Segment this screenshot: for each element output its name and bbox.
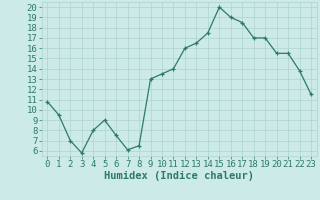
X-axis label: Humidex (Indice chaleur): Humidex (Indice chaleur) [104,171,254,181]
